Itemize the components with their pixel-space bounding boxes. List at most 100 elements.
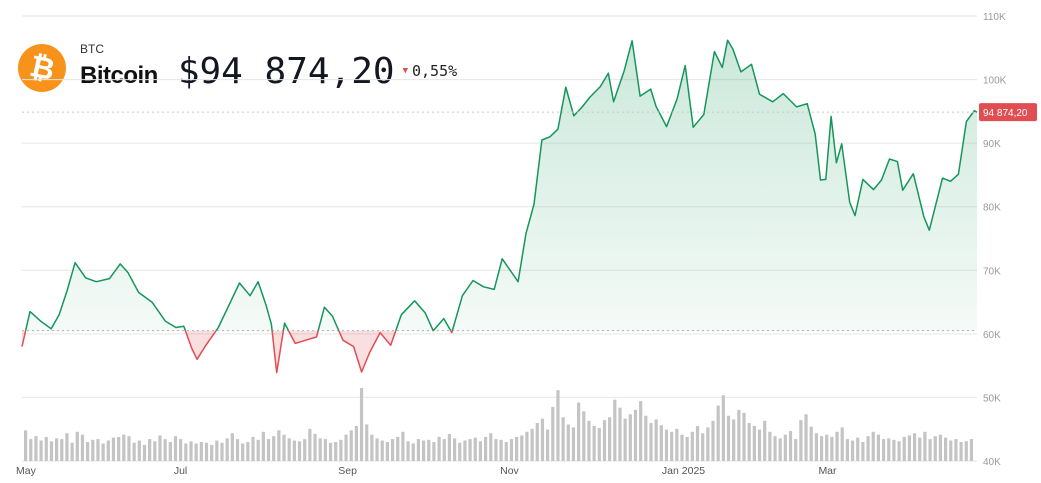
x-tick-label: May xyxy=(16,465,37,477)
volume-bar xyxy=(680,434,684,461)
volume-bar xyxy=(230,433,234,461)
volume-bar xyxy=(421,440,426,461)
volume-bar xyxy=(251,436,255,461)
volume-bar xyxy=(804,414,808,461)
volume-bar xyxy=(106,440,110,461)
volume-bar xyxy=(241,443,245,461)
volume-bar xyxy=(897,441,901,461)
volume-bar xyxy=(266,439,271,461)
volume-bar xyxy=(571,427,576,461)
volume-bar xyxy=(365,424,369,461)
y-tick-label: 40K xyxy=(983,457,1001,468)
volume-bar xyxy=(55,438,59,461)
volume-bar xyxy=(91,439,95,461)
volume-bar xyxy=(86,442,90,461)
volume-bar xyxy=(168,442,172,461)
volume-bar xyxy=(530,428,534,461)
volume-bar xyxy=(370,434,374,461)
volume-bar xyxy=(535,423,539,461)
y-tick-label: 50K xyxy=(983,393,1001,404)
volume-bar xyxy=(587,420,591,461)
volume-bar xyxy=(639,401,643,461)
volume-bar xyxy=(287,438,291,461)
volume-bar xyxy=(427,439,431,461)
volume-bar xyxy=(411,443,415,461)
volume-bar xyxy=(887,438,891,461)
volume-bar xyxy=(949,440,953,461)
volume-bar xyxy=(272,436,276,461)
volume-bar xyxy=(339,439,343,461)
volume-bar xyxy=(783,434,787,461)
volume-bar xyxy=(633,409,638,461)
volume-bar xyxy=(773,436,777,461)
volume-bar xyxy=(158,435,162,461)
volume-bar xyxy=(184,443,188,461)
volume-bar xyxy=(199,442,203,461)
volume-bar xyxy=(809,426,813,461)
volume-bar xyxy=(122,434,126,461)
volume-bar xyxy=(173,436,178,461)
y-tick-label: 80K xyxy=(983,203,1001,214)
asset-header: ₿ BTC Bitcoin $94 874,20 ▼ 0,55% xyxy=(18,42,457,92)
volume-bar xyxy=(458,442,462,461)
volume-bar xyxy=(551,406,555,461)
volume-bar xyxy=(24,430,28,461)
x-tick-label: Sep xyxy=(338,465,357,477)
volume-bar xyxy=(75,431,79,461)
volume-bar xyxy=(432,442,436,461)
volume-bar xyxy=(39,440,43,461)
volume-bar xyxy=(137,440,141,461)
volume-bar xyxy=(912,433,917,461)
volume-bar xyxy=(892,439,896,461)
volume-bar xyxy=(65,433,69,461)
volume-bar xyxy=(747,423,751,461)
price-line-up xyxy=(24,39,978,331)
volume-bar xyxy=(401,431,405,461)
volume-bar xyxy=(871,431,875,461)
bitcoin-icon: ₿ xyxy=(18,44,66,92)
volume-bar xyxy=(437,436,441,461)
volume-bar xyxy=(215,440,219,461)
volume-bar xyxy=(494,439,498,461)
volume-bar xyxy=(830,436,834,461)
last-price-tag xyxy=(979,103,1037,122)
volume-bar xyxy=(768,431,772,461)
x-tick-label: Jul xyxy=(174,465,187,477)
volume-bar xyxy=(856,437,860,461)
volume-bar xyxy=(654,419,658,461)
volume-bar xyxy=(757,429,762,461)
volume-bar xyxy=(618,407,622,461)
volume-bar xyxy=(210,444,214,461)
volume-bar xyxy=(778,438,782,461)
volume-bar xyxy=(354,425,358,461)
volume-bar xyxy=(380,440,384,461)
volume-bar xyxy=(308,428,312,461)
volume-bar xyxy=(292,440,296,461)
volume-bar xyxy=(220,442,224,461)
volume-bar xyxy=(375,438,379,461)
volume-bar xyxy=(489,433,493,461)
volume-bar xyxy=(752,425,756,461)
volume-bar xyxy=(799,420,803,461)
volume-bar xyxy=(644,415,648,461)
volume-bar xyxy=(825,434,829,461)
volume-bar xyxy=(845,439,849,461)
area-above-baseline xyxy=(25,40,977,331)
volume-bar xyxy=(928,439,932,461)
volume-bar xyxy=(189,441,193,461)
volume-bar xyxy=(685,436,689,461)
volume-bar xyxy=(613,399,617,461)
volume-bar xyxy=(406,441,410,461)
y-tick-label: 70K xyxy=(983,266,1001,277)
volume-bar xyxy=(556,390,560,461)
volume-bar xyxy=(318,438,322,461)
volume-bar xyxy=(142,444,147,461)
volume-bar xyxy=(582,411,586,461)
volume-bar xyxy=(153,441,157,461)
volume-bar xyxy=(416,439,421,461)
volume-bar xyxy=(540,418,545,461)
volume-bar xyxy=(670,431,674,461)
current-price: $94 874,20 xyxy=(177,50,395,92)
volume-bar xyxy=(334,442,338,461)
